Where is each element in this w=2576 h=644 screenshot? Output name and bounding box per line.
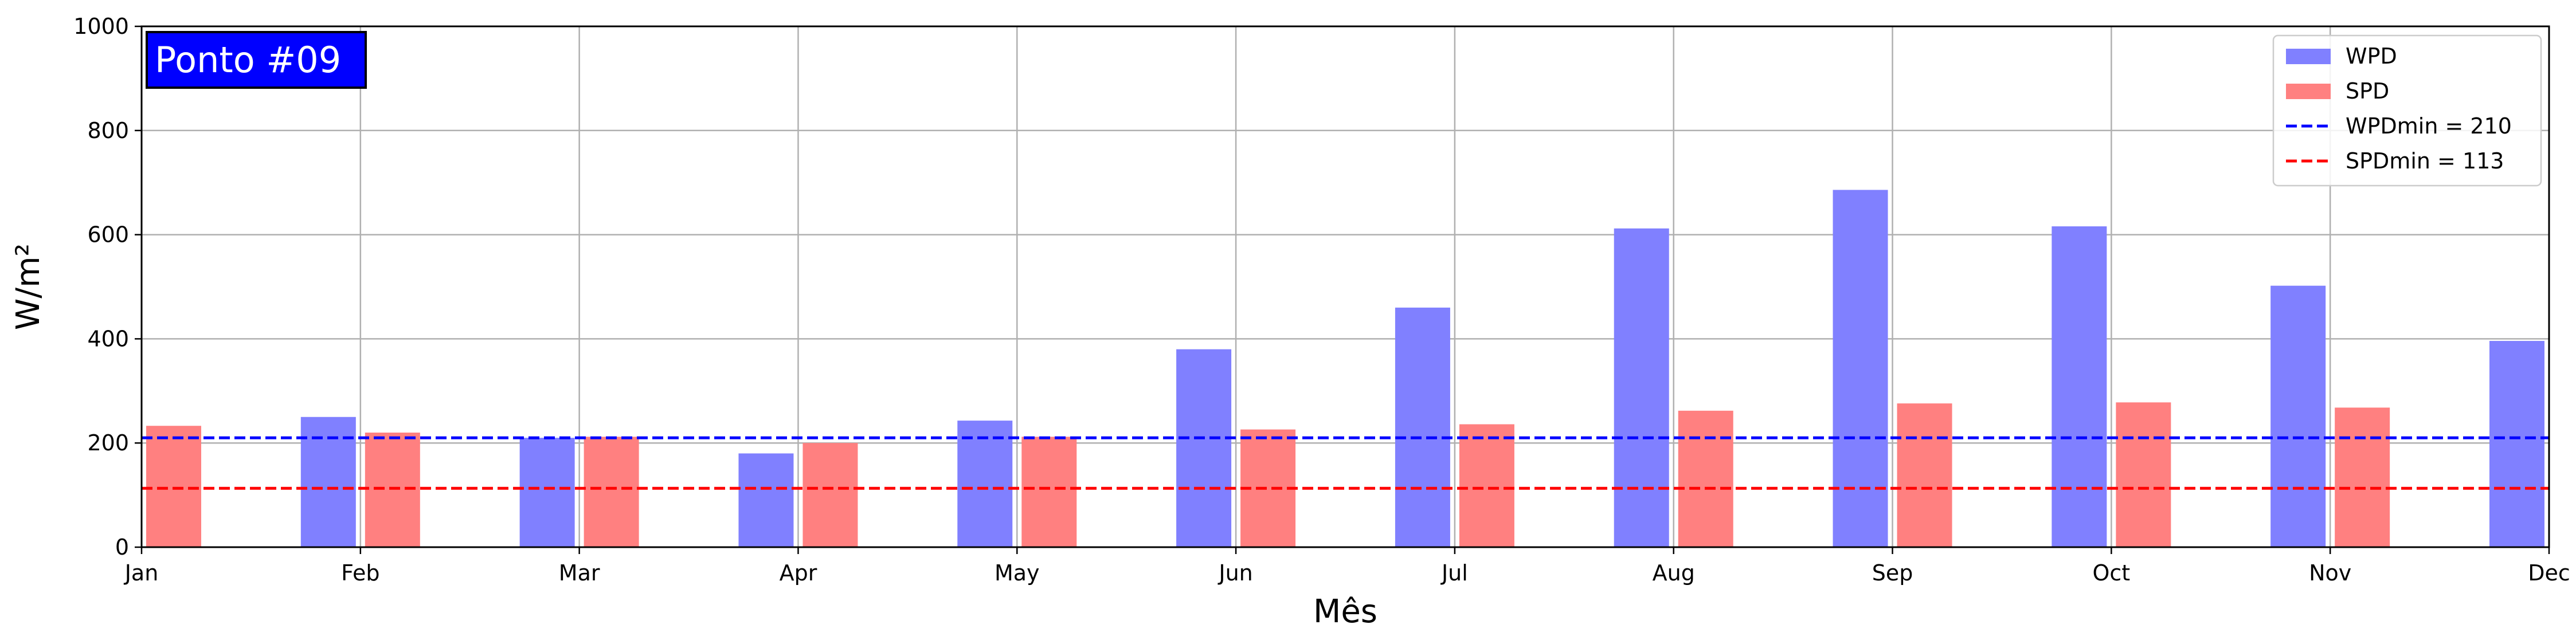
bar-wpd [1833, 190, 1888, 547]
bar-wpd [1395, 307, 1450, 547]
bar-wpd [738, 453, 794, 547]
bar-wpd [1614, 228, 1669, 547]
grid [140, 25, 2550, 548]
x-tick-label: Apr [780, 560, 817, 586]
plot-frame [140, 25, 2550, 548]
bar-spd [1897, 403, 1952, 547]
x-tick-label: Dec [2528, 560, 2570, 586]
bar-spd [1021, 437, 1077, 547]
legend-box [2272, 34, 2542, 187]
bar-spd [2335, 407, 2390, 547]
bar-wpd [2052, 226, 2107, 547]
bar-spd [1459, 424, 1514, 547]
y-tick-label: 0 [115, 535, 129, 560]
y-tick-label: 200 [87, 430, 129, 455]
y-tick-label: 400 [87, 326, 129, 351]
bar-spd [2116, 402, 2171, 547]
bar-spd [584, 437, 639, 547]
x-tick-label: Jan [124, 560, 159, 586]
bar-wpd [2270, 285, 2326, 547]
x-tick-label: Feb [341, 560, 379, 586]
y-axis-title: W/m² [10, 244, 47, 330]
y-tick-label: 1000 [73, 14, 129, 39]
x-tick-label: May [995, 560, 1040, 586]
legend-label: SPD [2346, 78, 2389, 104]
x-tick-label: Oct [2093, 560, 2131, 586]
y-tick-label: 800 [87, 118, 129, 143]
y-tick-label: 600 [87, 222, 129, 248]
bar-spd [365, 433, 420, 547]
x-tick-label: Jul [1440, 560, 1468, 586]
bar-wpd [1176, 349, 1232, 547]
reference-lines [142, 436, 2549, 490]
bar-spd [1678, 410, 1733, 547]
legend-label: SPDmin = 113 [2346, 148, 2504, 174]
x-tick-label: Jun [1217, 560, 1252, 586]
legend-label: WPD [2346, 44, 2397, 69]
x-axis-title: Mês [1313, 593, 1377, 630]
point-badge-label: Ponto #09 [155, 39, 341, 81]
x-tick-label: Aug [1653, 560, 1695, 586]
x-tick-label: Sep [1872, 560, 1913, 586]
bar-spd [146, 426, 201, 547]
bar-wpd [957, 421, 1013, 547]
x-tick-label: Nov [2309, 560, 2351, 586]
legend-swatch [2286, 49, 2331, 64]
legend-swatch [2286, 84, 2331, 99]
legend: WPD SPD WPDmin = 210 SPDmin = 113 [2272, 34, 2542, 187]
point-badge: Ponto #09 [146, 31, 367, 89]
x-tick-label: Mar [559, 560, 600, 586]
bar-wpd [519, 438, 575, 547]
ticks: 0 200 400 600 800 1000 Jan Feb Mar Apr May Jun Jul Au… [73, 14, 2570, 586]
bar-spd [802, 443, 858, 547]
bar-wpd [2489, 341, 2544, 547]
legend-label: WPDmin = 210 [2346, 113, 2512, 139]
point-badge-box [146, 31, 367, 89]
